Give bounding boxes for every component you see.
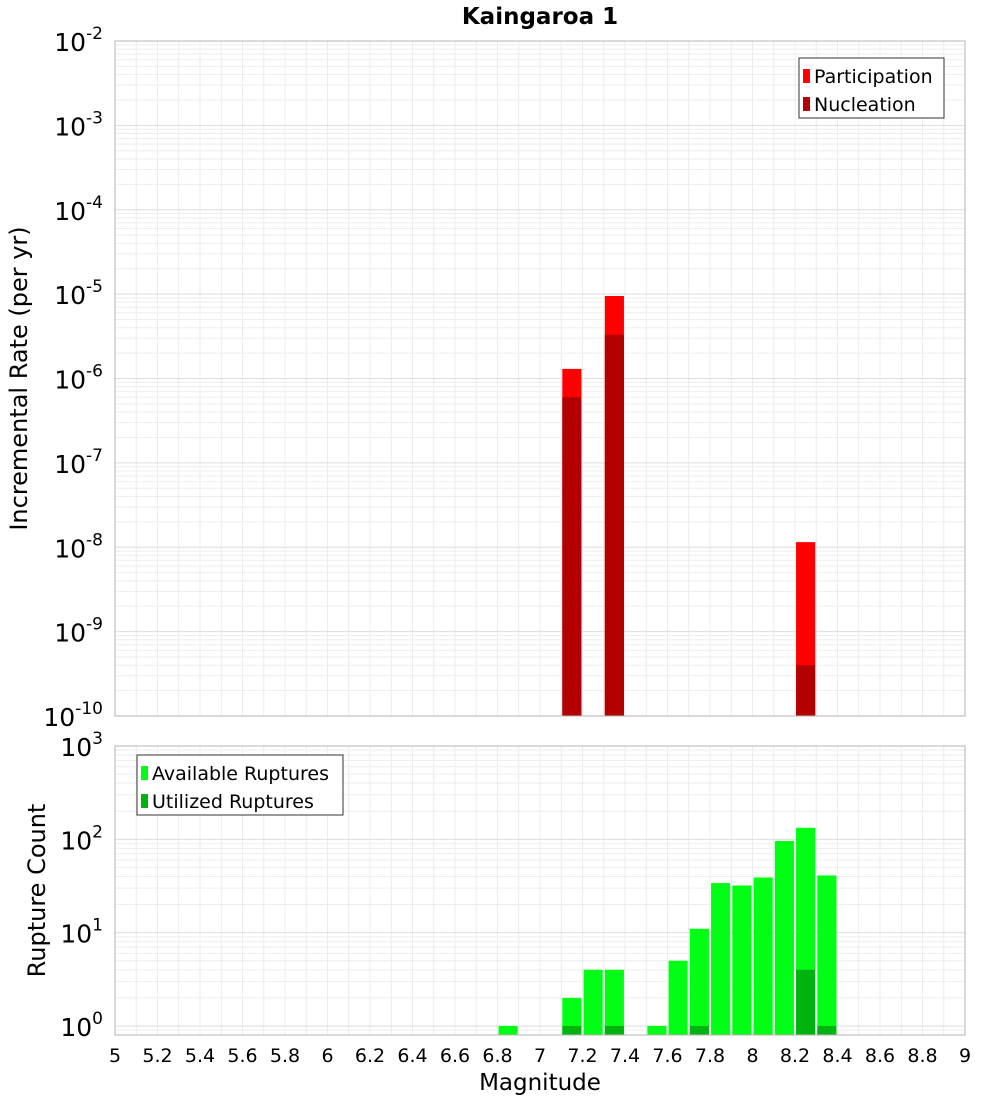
legend-label: Utilized Ruptures [152,791,314,813]
legend-label: Available Ruptures [152,763,329,785]
x-tick-label: 5.2 [142,1045,172,1067]
legend-box [136,754,344,816]
legend-1: Participation Nucleation [798,57,945,119]
y-tick-label: 101 [60,916,103,949]
bar-utilized-ruptures [796,969,816,1035]
bar-available-ruptures [817,875,837,1035]
legend-label: Nucleation [814,94,916,116]
bar-available-ruptures [562,997,582,1035]
x-tick-label: 6.6 [440,1045,470,1067]
x-tick-label: 8.6 [865,1045,895,1067]
y-axis-label-rate: Incremental Rate (per yr) [5,226,33,530]
x-tick-label: 7.8 [695,1045,725,1067]
bar-utilized-ruptures [689,1025,709,1035]
y-tick-label: 10-3 [54,108,103,141]
bar-nucleation [604,334,624,716]
bar-available-ruptures [711,883,731,1035]
x-tick-label: 7.4 [610,1045,640,1067]
legend-swatch [803,97,810,111]
x-tick-label: 8 [746,1045,758,1067]
y-tick-label: 10-8 [54,530,103,563]
x-tick-label: 5 [109,1045,121,1067]
bar-available-ruptures [647,1025,667,1035]
series-1-2 [562,334,816,716]
series-2-2 [562,969,837,1035]
x-tick-label: 8.2 [780,1045,810,1067]
plot-border-2 [114,745,966,1036]
y-tick-label: 102 [60,822,103,855]
x-tick-label: 6.2 [355,1045,385,1067]
y-tick-label: 10-5 [54,277,103,310]
bar-available-ruptures [753,877,773,1035]
bar-available-ruptures [774,840,794,1035]
y-tick-label: 10-2 [54,24,103,57]
legend-2: Available Ruptures Utilized Ruptures [136,754,344,816]
x-tick-label: 5.4 [185,1045,215,1067]
x-tick-label: 8.8 [907,1045,937,1067]
bar-utilized-ruptures [817,1025,837,1035]
x-tick-label: 6.4 [397,1045,427,1067]
x-tick-label: 7.6 [652,1045,682,1067]
x-tick-label: 5.6 [227,1045,257,1067]
plot-border-1 [114,40,966,717]
x-axis-label: Magnitude [479,1070,601,1096]
bar-available-ruptures [583,969,603,1035]
bar-nucleation [796,665,816,716]
chart-title: Kaingaroa 1 [462,4,618,30]
bar-nucleation [562,397,582,716]
y-tick-label: 103 [60,729,103,762]
y-tick-label: 10-6 [54,362,103,395]
bar-available-ruptures [689,928,709,1035]
y-tick-label: 10-4 [54,193,103,226]
y-axis-label-count: Rupture Count [23,804,51,978]
x-tick-label: 7.2 [567,1045,597,1067]
y-tick-label: 10-7 [54,446,103,479]
legend-swatch [803,69,810,83]
legend-label: Participation [814,66,933,88]
y-tick-label: 10-10 [43,699,103,732]
legend-box [798,57,945,119]
bar-available-ruptures [604,969,624,1035]
x-tick-label: 9 [959,1045,971,1067]
grid-panel-1 [114,40,966,717]
x-tick-label: 6.8 [482,1045,512,1067]
bar-available-ruptures [498,1025,518,1035]
y-tick-label: 10-9 [54,615,103,648]
y-tick-label: 100 [60,1009,103,1042]
x-tick-label: 6 [321,1045,333,1067]
bar-available-ruptures [668,960,688,1035]
bar-utilized-ruptures [562,1025,582,1035]
x-tick-label: 5.8 [270,1045,300,1067]
bar-available-ruptures [732,885,752,1035]
x-tick-label: 8.4 [822,1045,852,1067]
x-tick-label: 7 [534,1045,546,1067]
legend-swatch [141,794,148,808]
series-2-1 [498,827,837,1035]
legend-swatch [141,766,148,780]
bar-utilized-ruptures [604,1025,624,1035]
